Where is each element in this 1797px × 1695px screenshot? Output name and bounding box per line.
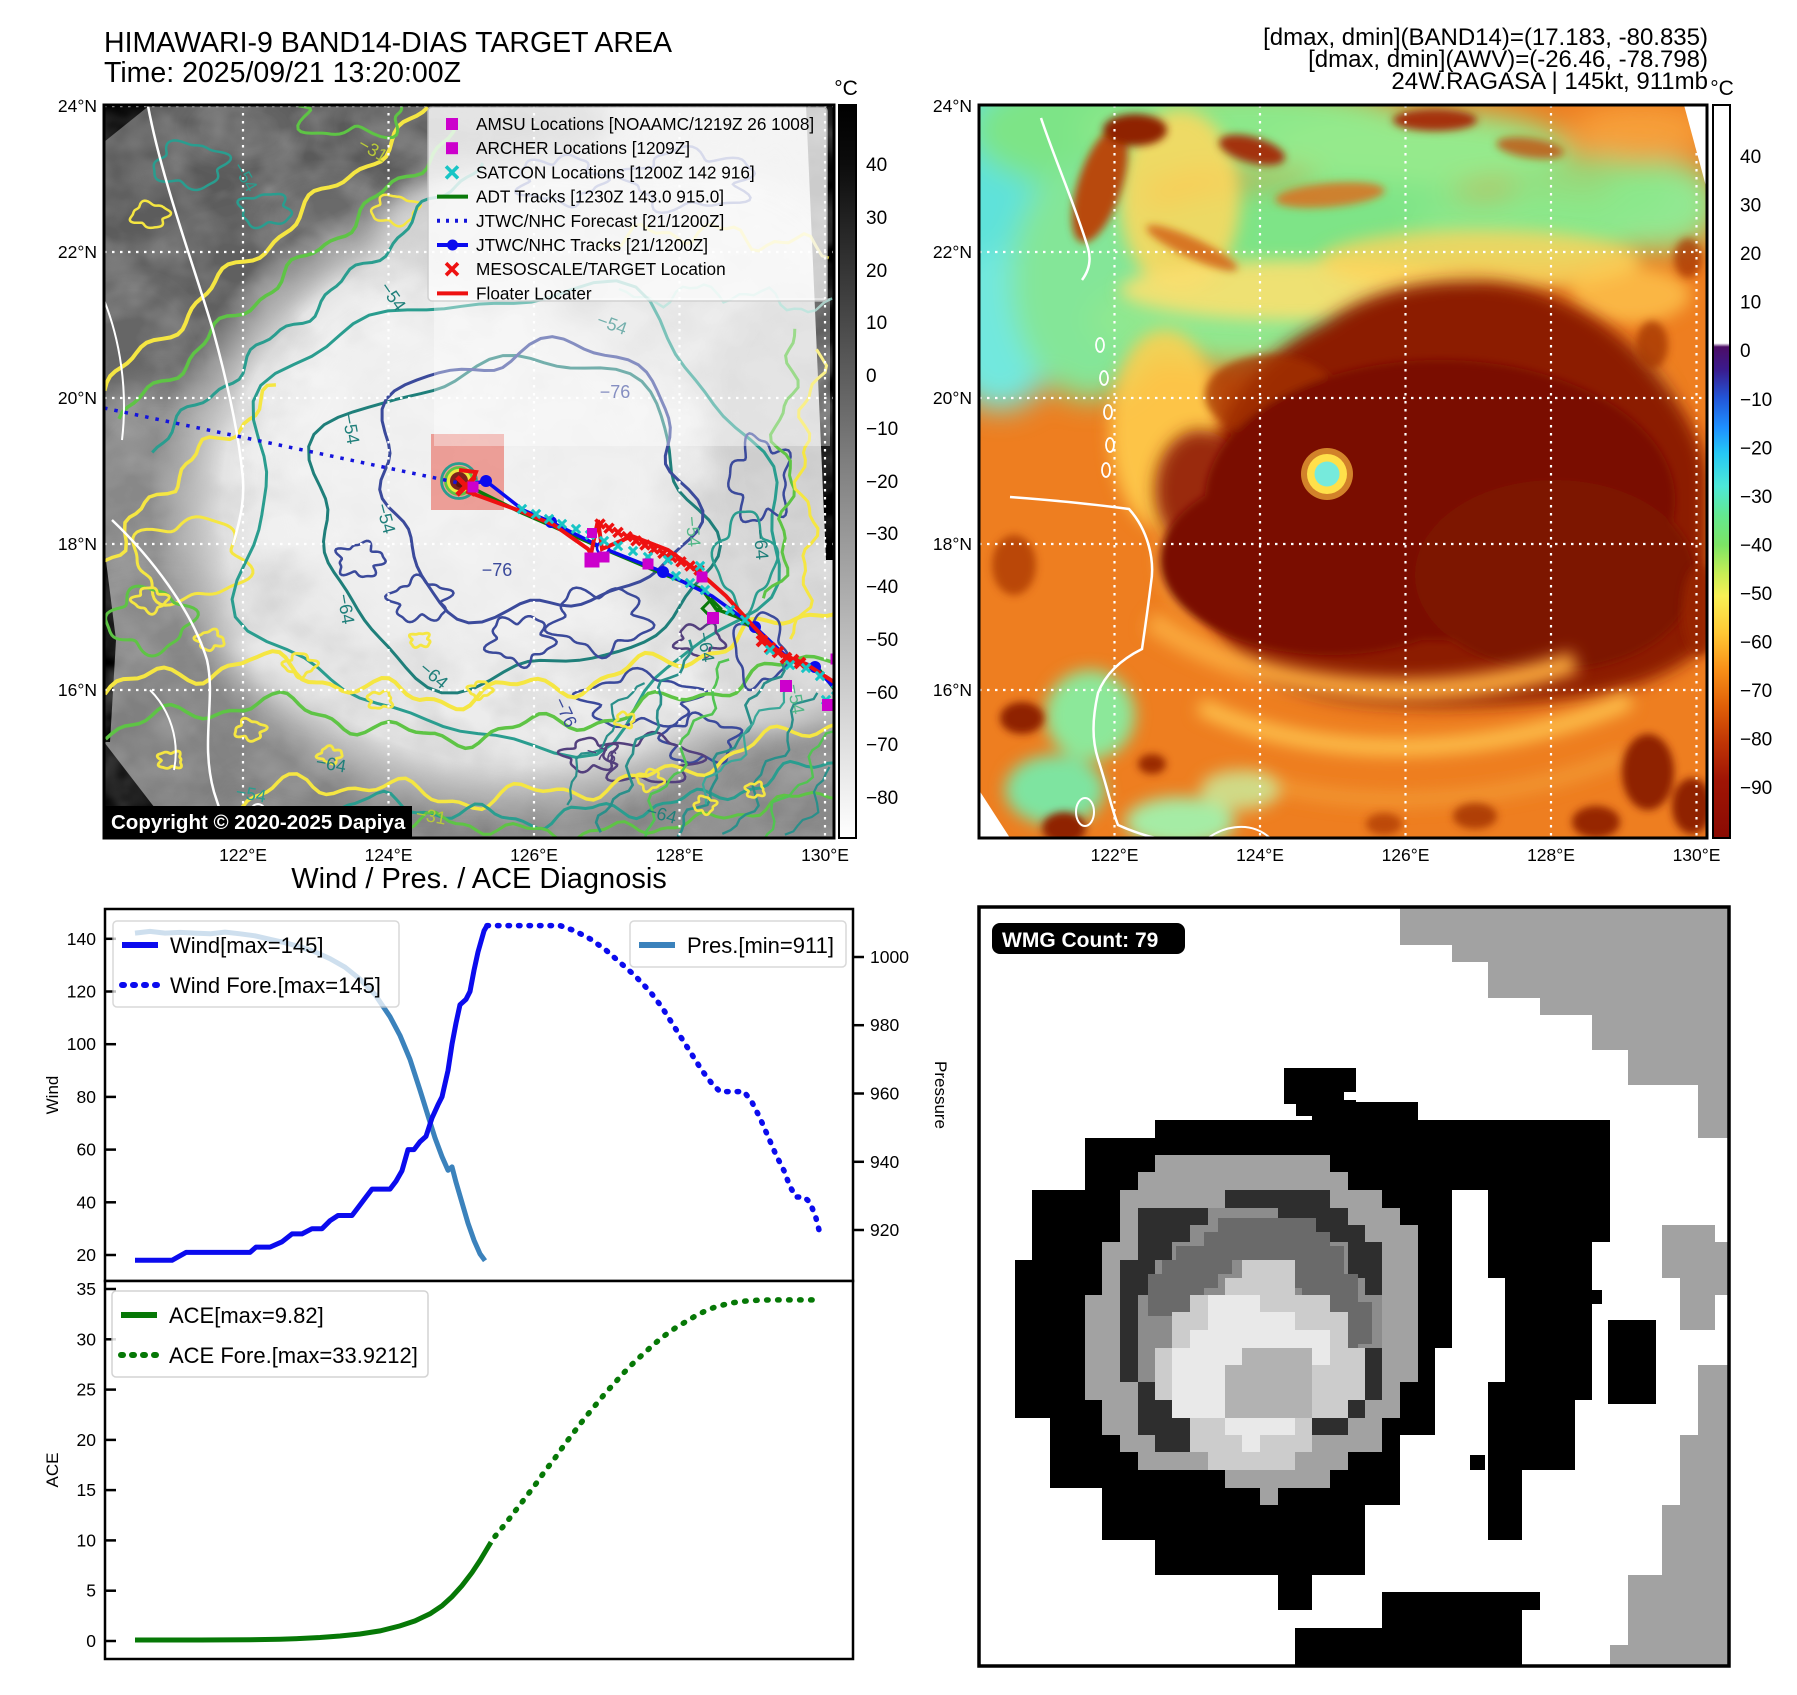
svg-text:126°E: 126°E: [510, 845, 558, 865]
svg-text:960: 960: [870, 1084, 899, 1104]
svg-text:128°E: 128°E: [656, 845, 704, 865]
svg-text:−60: −60: [1740, 633, 1772, 654]
svg-text:JTWC/NHC Tracks [21/1200Z]: JTWC/NHC Tracks [21/1200Z]: [476, 235, 708, 255]
svg-text:−54: −54: [682, 515, 705, 547]
svg-text:−80: −80: [1740, 730, 1772, 751]
svg-text:124°E: 124°E: [365, 845, 413, 865]
svg-text:−30: −30: [866, 524, 898, 545]
svg-text:ARCHER Locations [1209Z]: ARCHER Locations [1209Z]: [476, 138, 690, 158]
svg-text:40: 40: [1740, 147, 1761, 168]
svg-text:16°N: 16°N: [58, 680, 97, 700]
svg-text:20: 20: [77, 1430, 97, 1450]
svg-text:122°E: 122°E: [219, 845, 267, 865]
svg-text:°C: °C: [834, 77, 858, 100]
svg-text:1000: 1000: [870, 947, 909, 967]
svg-text:24°N: 24°N: [58, 96, 97, 116]
svg-text:MESOSCALE/TARGET Location: MESOSCALE/TARGET Location: [476, 259, 726, 279]
svg-text:Pres.[min=911]: Pres.[min=911]: [687, 933, 834, 958]
svg-text:WMG Count: 79: WMG Count: 79: [1002, 929, 1158, 952]
svg-text:0: 0: [1740, 341, 1751, 362]
svg-text:18°N: 18°N: [933, 534, 972, 554]
svg-text:ACE[max=9.82]: ACE[max=9.82]: [169, 1303, 324, 1328]
svg-text:80: 80: [77, 1087, 97, 1107]
svg-text:Wind: Wind: [43, 1076, 62, 1115]
svg-text:−60: −60: [866, 683, 898, 704]
svg-text:Pressure: Pressure: [931, 1061, 950, 1129]
svg-text:24W.RAGASA | 145kt, 911mb: 24W.RAGASA | 145kt, 911mb: [1391, 68, 1708, 95]
svg-text:128°E: 128°E: [1527, 845, 1575, 865]
svg-text:20: 20: [77, 1245, 97, 1265]
svg-text:124°E: 124°E: [1236, 845, 1284, 865]
svg-text:35: 35: [77, 1279, 96, 1299]
svg-text:Time: 2025/09/21 13:20:00Z: Time: 2025/09/21 13:20:00Z: [104, 57, 461, 89]
svg-text:Wind / Pres. / ACE Diagnosis: Wind / Pres. / ACE Diagnosis: [291, 863, 667, 895]
svg-text:25: 25: [77, 1380, 96, 1400]
svg-text:−20: −20: [866, 472, 898, 493]
svg-text:ADT Tracks [1230Z 143.0 915.0]: ADT Tracks [1230Z 143.0 915.0]: [476, 187, 724, 207]
svg-text:20: 20: [866, 261, 887, 282]
svg-text:10: 10: [1740, 293, 1761, 314]
svg-text:20°N: 20°N: [933, 388, 972, 408]
svg-text:30: 30: [77, 1329, 97, 1349]
svg-text:22°N: 22°N: [933, 242, 972, 262]
svg-text:22°N: 22°N: [58, 242, 97, 262]
svg-text:JTWC/NHC Forecast [21/1200Z]: JTWC/NHC Forecast [21/1200Z]: [476, 211, 724, 231]
svg-text:10: 10: [866, 313, 887, 334]
svg-text:−64: −64: [750, 528, 773, 560]
svg-text:−30: −30: [1740, 487, 1772, 508]
svg-text:18°N: 18°N: [58, 534, 97, 554]
svg-text:AMSU Locations [NOAAMC/1219Z 2: AMSU Locations [NOAAMC/1219Z 26 1008]: [476, 114, 814, 134]
svg-text:[dmax, dmin](BAND14)=(17.183,: [dmax, dmin](BAND14)=(17.183, -80.835): [1263, 24, 1708, 51]
svg-text:−90: −90: [1740, 778, 1772, 799]
svg-text:980: 980: [870, 1015, 899, 1035]
svg-text:Floater Locater: Floater Locater: [476, 283, 592, 303]
svg-text:−70: −70: [1740, 681, 1772, 702]
svg-text:−50: −50: [866, 630, 898, 651]
svg-text:140: 140: [67, 929, 96, 949]
svg-text:−76: −76: [482, 560, 513, 580]
svg-text:126°E: 126°E: [1382, 845, 1430, 865]
svg-text:40: 40: [866, 155, 887, 176]
svg-text:20°N: 20°N: [58, 388, 97, 408]
svg-text:[dmax, dmin](AWV)=(-26.46, -78: [dmax, dmin](AWV)=(-26.46, -78.798): [1308, 46, 1708, 73]
svg-text:940: 940: [870, 1152, 899, 1172]
svg-text:−10: −10: [1740, 390, 1772, 411]
svg-text:°C: °C: [1710, 77, 1734, 100]
svg-text:60: 60: [77, 1140, 97, 1160]
svg-text:−40: −40: [1740, 535, 1772, 556]
svg-text:ACE Fore.[max=33.9212]: ACE Fore.[max=33.9212]: [169, 1343, 418, 1368]
svg-text:130°E: 130°E: [801, 845, 849, 865]
svg-text:24°N: 24°N: [933, 96, 972, 116]
svg-text:920: 920: [870, 1220, 899, 1240]
svg-text:−76: −76: [600, 382, 631, 402]
svg-text:122°E: 122°E: [1091, 845, 1139, 865]
svg-text:30: 30: [1740, 196, 1761, 217]
svg-text:100: 100: [67, 1034, 96, 1054]
svg-text:Copyright © 2020-2025 Dapiya: Copyright © 2020-2025 Dapiya: [111, 811, 406, 834]
svg-text:−40: −40: [866, 577, 898, 598]
svg-text:5: 5: [86, 1581, 96, 1601]
svg-text:0: 0: [866, 366, 877, 387]
svg-text:130°E: 130°E: [1673, 845, 1721, 865]
svg-text:−80: −80: [866, 788, 898, 809]
svg-text:−50: −50: [1740, 584, 1772, 605]
svg-text:10: 10: [77, 1530, 97, 1550]
svg-text:0: 0: [86, 1631, 96, 1651]
svg-text:20: 20: [1740, 244, 1761, 265]
svg-text:SATCON Locations [1200Z 142 91: SATCON Locations [1200Z 142 916]: [476, 162, 755, 182]
svg-text:HIMAWARI-9 BAND14-DIAS TARGET: HIMAWARI-9 BAND14-DIAS TARGET AREA: [104, 27, 672, 59]
svg-text:16°N: 16°N: [933, 680, 972, 700]
svg-text:−70: −70: [866, 735, 898, 756]
svg-text:Wind[max=145]: Wind[max=145]: [170, 933, 323, 958]
svg-text:40: 40: [77, 1192, 97, 1212]
svg-text:ACE: ACE: [43, 1453, 62, 1488]
svg-text:−10: −10: [866, 419, 898, 440]
svg-text:120: 120: [67, 982, 96, 1002]
svg-text:Wind Fore.[max=145]: Wind Fore.[max=145]: [170, 973, 381, 998]
svg-text:30: 30: [866, 208, 887, 229]
svg-text:−20: −20: [1740, 438, 1772, 459]
svg-text:15: 15: [77, 1480, 96, 1500]
